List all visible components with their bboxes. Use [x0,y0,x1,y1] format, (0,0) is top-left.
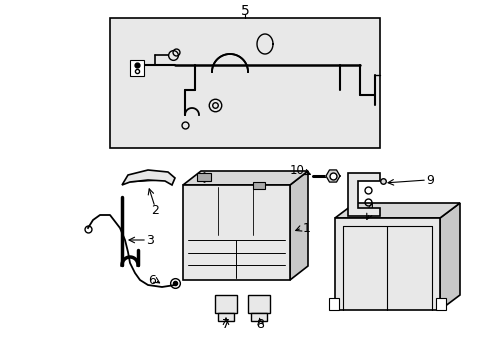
Bar [250,313,266,321]
Bar [252,182,264,189]
Bar [130,60,143,76]
Bar [197,173,210,181]
Polygon shape [439,203,459,310]
Bar [215,295,237,313]
Polygon shape [325,170,339,182]
Text: 6: 6 [148,274,156,287]
Polygon shape [183,171,307,185]
Polygon shape [347,173,379,216]
Text: 5: 5 [240,4,249,18]
Bar [435,298,445,310]
Text: 9: 9 [425,174,433,186]
Text: 1: 1 [303,221,310,234]
Bar [110,18,379,148]
Text: 7: 7 [222,319,229,332]
Bar [247,295,269,313]
Text: 4: 4 [366,202,373,215]
Polygon shape [334,203,459,218]
Polygon shape [122,170,175,185]
Text: 2: 2 [151,203,159,216]
Bar [218,313,234,321]
Text: 8: 8 [256,319,264,332]
Text: 10: 10 [289,163,305,176]
Text: 3: 3 [146,234,154,247]
Bar [183,185,289,280]
Bar [328,298,338,310]
Bar [334,218,439,310]
Polygon shape [289,171,307,280]
